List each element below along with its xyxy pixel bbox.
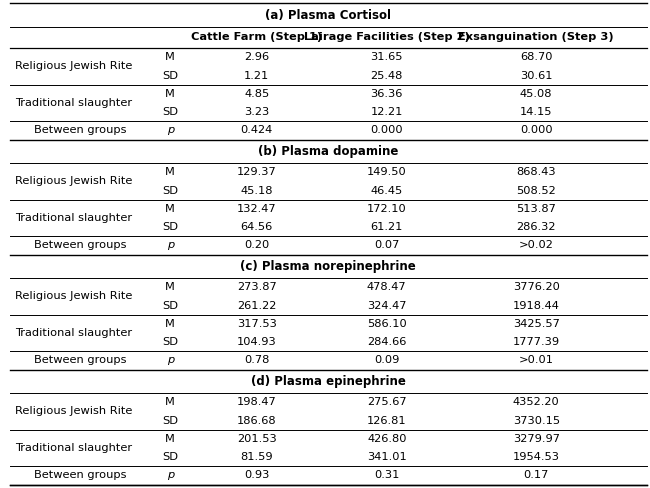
Text: SD: SD	[162, 452, 178, 462]
Text: 0.17: 0.17	[523, 470, 549, 480]
Text: 0.09: 0.09	[374, 355, 400, 366]
Text: 1777.39: 1777.39	[513, 337, 560, 347]
Text: Lairage Facilities (Step 2): Lairage Facilities (Step 2)	[304, 33, 469, 42]
Text: SD: SD	[162, 71, 178, 81]
Text: Religious Jewish Rite: Religious Jewish Rite	[15, 407, 133, 416]
Text: 1954.53: 1954.53	[513, 452, 560, 462]
Text: M: M	[165, 52, 176, 62]
Text: 149.50: 149.50	[367, 167, 407, 177]
Text: 201.53: 201.53	[237, 434, 277, 444]
Text: Traditional slaughter: Traditional slaughter	[15, 98, 132, 108]
Text: Religious Jewish Rite: Religious Jewish Rite	[15, 61, 133, 71]
Text: 478.47: 478.47	[367, 282, 406, 292]
Text: 0.424: 0.424	[240, 125, 273, 136]
Text: Religious Jewish Rite: Religious Jewish Rite	[15, 291, 133, 302]
Text: 3.23: 3.23	[244, 107, 269, 117]
Text: 64.56: 64.56	[240, 222, 273, 232]
Text: >0.01: >0.01	[519, 355, 554, 366]
Text: 45.08: 45.08	[520, 89, 552, 99]
Text: 126.81: 126.81	[367, 415, 406, 426]
Text: M: M	[165, 167, 176, 177]
Text: 0.78: 0.78	[244, 355, 270, 366]
Text: 0.000: 0.000	[520, 125, 552, 136]
Text: SD: SD	[162, 222, 178, 232]
Text: 341.01: 341.01	[367, 452, 407, 462]
Text: 0.07: 0.07	[374, 241, 400, 250]
Text: 317.53: 317.53	[237, 319, 277, 329]
Text: 284.66: 284.66	[367, 337, 406, 347]
Text: 61.21: 61.21	[370, 222, 403, 232]
Text: Traditional slaughter: Traditional slaughter	[15, 213, 132, 223]
Text: 0.20: 0.20	[244, 241, 269, 250]
Text: 1918.44: 1918.44	[513, 301, 560, 310]
Text: 513.87: 513.87	[516, 204, 556, 214]
Text: M: M	[165, 282, 176, 292]
Text: SD: SD	[162, 185, 178, 196]
Text: Cattle Farm (Step 1): Cattle Farm (Step 1)	[191, 33, 322, 42]
Text: 198.47: 198.47	[237, 397, 277, 407]
Text: 31.65: 31.65	[370, 52, 403, 62]
Text: (c) Plasma norepinephrine: (c) Plasma norepinephrine	[240, 260, 416, 273]
Text: 586.10: 586.10	[367, 319, 407, 329]
Text: 1.21: 1.21	[244, 71, 269, 81]
Text: Religious Jewish Rite: Religious Jewish Rite	[15, 176, 133, 186]
Text: 129.37: 129.37	[237, 167, 277, 177]
Text: (d) Plasma epinephrine: (d) Plasma epinephrine	[251, 375, 406, 388]
Text: 261.22: 261.22	[237, 301, 276, 310]
Text: M: M	[165, 397, 176, 407]
Text: 45.18: 45.18	[240, 185, 273, 196]
Text: M: M	[165, 434, 176, 444]
Text: M: M	[165, 204, 176, 214]
Text: p: p	[166, 125, 174, 136]
Text: p: p	[166, 241, 174, 250]
Text: 12.21: 12.21	[370, 107, 403, 117]
Text: M: M	[165, 319, 176, 329]
Text: Between groups: Between groups	[34, 241, 127, 250]
Text: 81.59: 81.59	[240, 452, 273, 462]
Text: 132.47: 132.47	[237, 204, 276, 214]
Text: 426.80: 426.80	[367, 434, 406, 444]
Text: 46.45: 46.45	[370, 185, 403, 196]
Text: 0.000: 0.000	[370, 125, 403, 136]
Text: 3776.20: 3776.20	[513, 282, 560, 292]
Text: Between groups: Between groups	[34, 125, 127, 136]
Text: 868.43: 868.43	[517, 167, 556, 177]
Text: 508.52: 508.52	[516, 185, 556, 196]
Text: Between groups: Between groups	[34, 470, 127, 480]
Text: 36.36: 36.36	[370, 89, 403, 99]
Text: 25.48: 25.48	[370, 71, 403, 81]
Text: 104.93: 104.93	[237, 337, 277, 347]
Text: 4.85: 4.85	[244, 89, 269, 99]
Text: 172.10: 172.10	[367, 204, 407, 214]
Text: p: p	[166, 470, 174, 480]
Text: 273.87: 273.87	[237, 282, 277, 292]
Text: 286.32: 286.32	[517, 222, 556, 232]
Text: Between groups: Between groups	[34, 355, 127, 366]
Text: (b) Plasma dopamine: (b) Plasma dopamine	[258, 145, 398, 158]
Text: 3279.97: 3279.97	[513, 434, 560, 444]
Text: 0.31: 0.31	[374, 470, 400, 480]
Text: 0.93: 0.93	[244, 470, 270, 480]
Text: Exsanguination (Step 3): Exsanguination (Step 3)	[458, 33, 614, 42]
Text: Traditional slaughter: Traditional slaughter	[15, 328, 132, 338]
Text: Traditional slaughter: Traditional slaughter	[15, 443, 132, 453]
Text: >0.02: >0.02	[519, 241, 554, 250]
Text: SD: SD	[162, 301, 178, 310]
Text: 3425.57: 3425.57	[513, 319, 560, 329]
Text: SD: SD	[162, 107, 178, 117]
Text: 186.68: 186.68	[237, 415, 276, 426]
Text: (a) Plasma Cortisol: (a) Plasma Cortisol	[265, 9, 391, 21]
Text: 2.96: 2.96	[244, 52, 269, 62]
Text: 14.15: 14.15	[520, 107, 552, 117]
Text: 4352.20: 4352.20	[513, 397, 560, 407]
Text: p: p	[166, 355, 174, 366]
Text: 68.70: 68.70	[520, 52, 552, 62]
Text: 275.67: 275.67	[367, 397, 406, 407]
Text: 3730.15: 3730.15	[513, 415, 560, 426]
Text: SD: SD	[162, 337, 178, 347]
Text: 30.61: 30.61	[520, 71, 552, 81]
Text: 324.47: 324.47	[367, 301, 406, 310]
Text: SD: SD	[162, 415, 178, 426]
Text: M: M	[165, 89, 176, 99]
